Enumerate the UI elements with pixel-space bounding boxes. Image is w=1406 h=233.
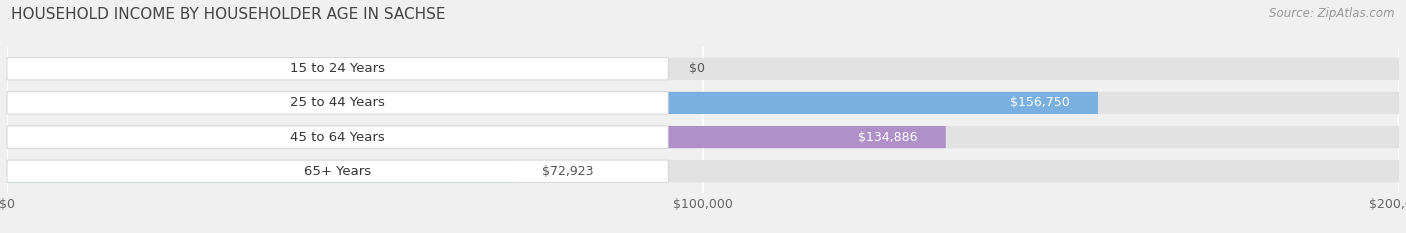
FancyBboxPatch shape bbox=[7, 126, 668, 148]
Text: HOUSEHOLD INCOME BY HOUSEHOLDER AGE IN SACHSE: HOUSEHOLD INCOME BY HOUSEHOLDER AGE IN S… bbox=[11, 7, 446, 22]
Text: 25 to 44 Years: 25 to 44 Years bbox=[290, 96, 385, 110]
FancyBboxPatch shape bbox=[7, 92, 668, 114]
FancyBboxPatch shape bbox=[7, 58, 668, 80]
FancyBboxPatch shape bbox=[7, 160, 1399, 182]
FancyBboxPatch shape bbox=[7, 126, 1399, 148]
FancyBboxPatch shape bbox=[7, 92, 1399, 114]
FancyBboxPatch shape bbox=[7, 92, 1098, 114]
Text: Source: ZipAtlas.com: Source: ZipAtlas.com bbox=[1270, 7, 1395, 20]
FancyBboxPatch shape bbox=[7, 160, 668, 182]
FancyBboxPatch shape bbox=[7, 160, 515, 182]
Text: $0: $0 bbox=[689, 62, 704, 75]
Text: $156,750: $156,750 bbox=[1011, 96, 1070, 110]
Text: 65+ Years: 65+ Years bbox=[304, 165, 371, 178]
Text: 15 to 24 Years: 15 to 24 Years bbox=[290, 62, 385, 75]
FancyBboxPatch shape bbox=[7, 126, 946, 148]
Text: $72,923: $72,923 bbox=[543, 165, 593, 178]
Text: $134,886: $134,886 bbox=[859, 130, 918, 144]
Text: 45 to 64 Years: 45 to 64 Years bbox=[290, 130, 385, 144]
FancyBboxPatch shape bbox=[7, 58, 1399, 80]
